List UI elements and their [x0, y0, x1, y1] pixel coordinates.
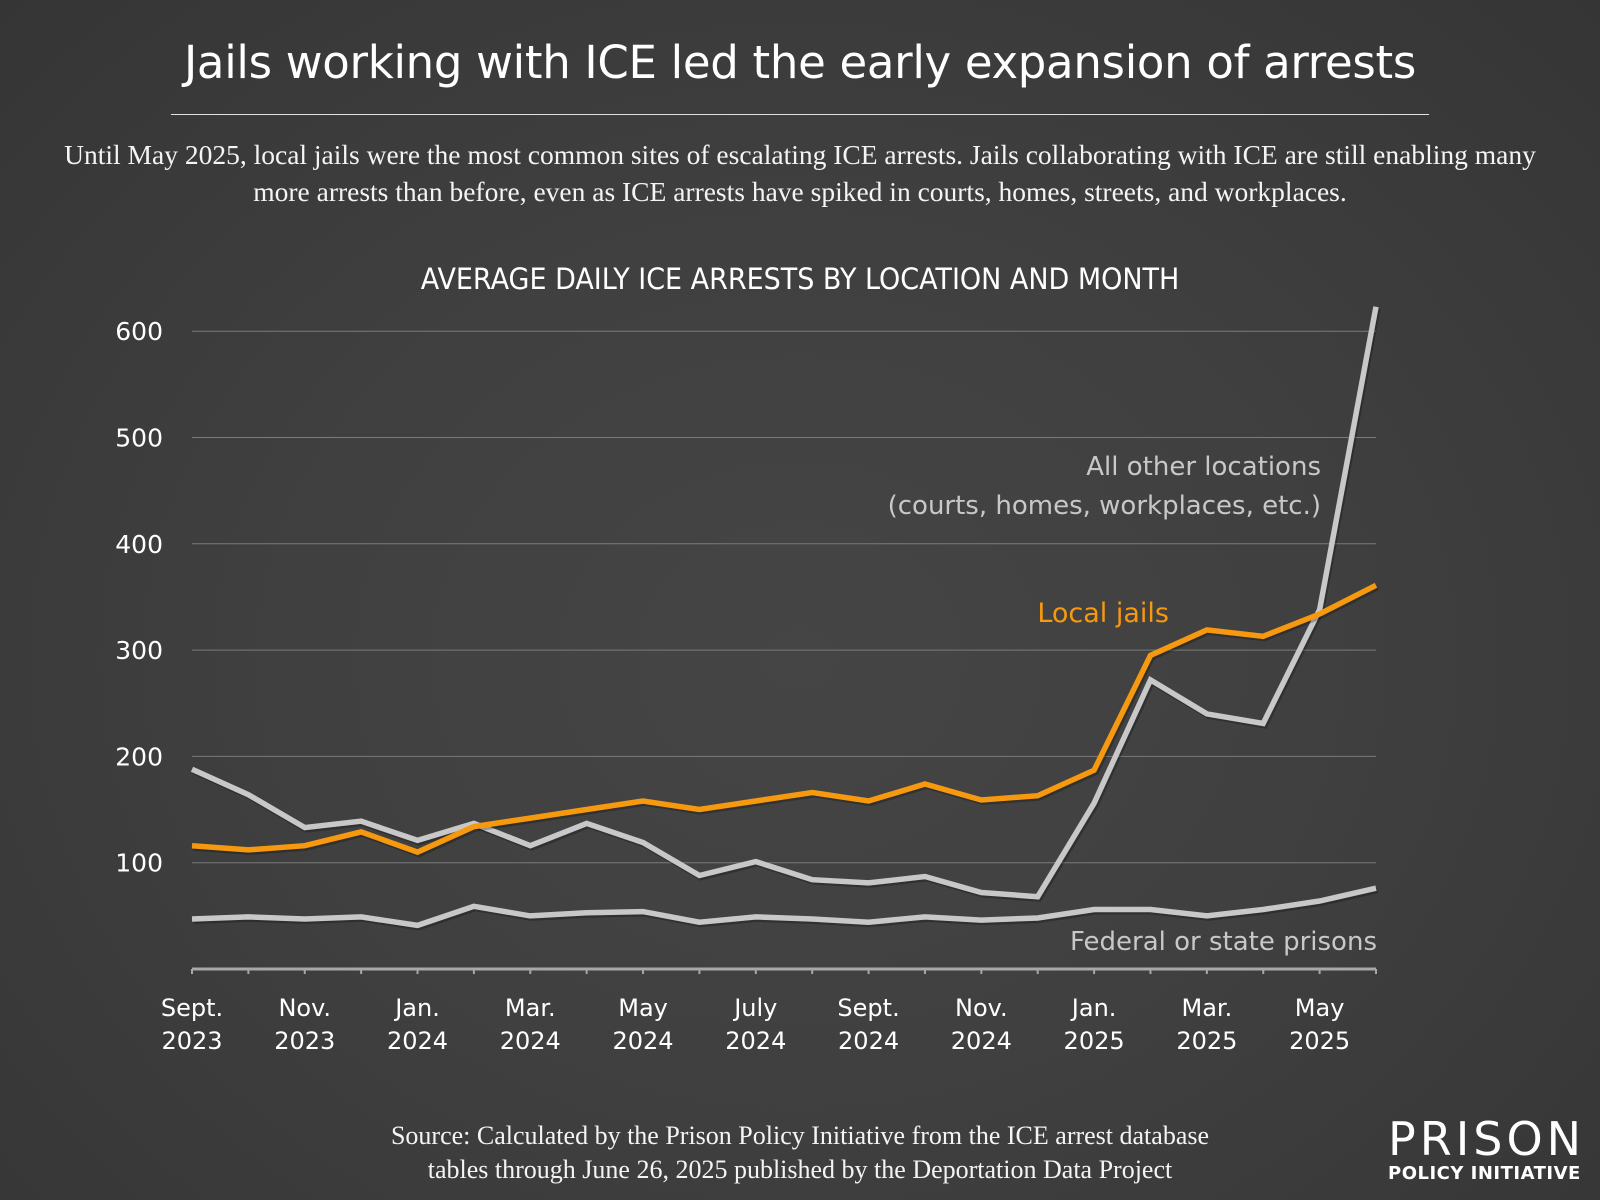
subtitle: Until May 2025, local jails were the mos…	[64, 139, 1536, 207]
series-label-all-other-detail: (courts, homes, workplaces, etc.)	[888, 491, 1321, 521]
x-axis: Sept. 2023 Nov. 2023 Jan. 2024 Mar. 2024 May 2024…	[161, 967, 1377, 1055]
page-title: Jails working with ICE led the early exp…	[183, 36, 1417, 89]
y-tick-label: 500	[115, 424, 163, 453]
x-tick-label-month: Sept.	[161, 994, 223, 1022]
x-tick-label-month: Jan.	[393, 994, 440, 1022]
x-tick-label-month: Sept.	[837, 994, 899, 1022]
chart-title: AVERAGE DAILY ICE ARRESTS BY LOCATION AN…	[420, 262, 1180, 296]
x-tick-label-year: 2024	[387, 1027, 448, 1055]
series-label-all-other: All other locations	[1086, 452, 1321, 482]
x-tick-label-month: Nov.	[278, 994, 331, 1022]
series-label-federal-state-prisons: Federal or state prisons	[1070, 927, 1377, 957]
x-tick-label-month: July	[732, 994, 777, 1022]
y-tick-label: 600	[115, 317, 163, 346]
y-tick-label: 200	[115, 742, 163, 771]
x-tick-label-month: Mar.	[1181, 994, 1232, 1022]
x-tick-label-month: May	[1295, 994, 1345, 1022]
x-tick-label-year: 2024	[951, 1027, 1012, 1055]
x-tick-label-year: 2024	[838, 1027, 899, 1055]
y-tick-label: 100	[115, 849, 163, 878]
x-tick-label-month: Mar.	[505, 994, 556, 1022]
x-tick-label-month: May	[618, 994, 668, 1022]
series-line-all-other-locations	[190, 306, 1379, 900]
gridlines	[192, 330, 1376, 864]
source-line-1: Source: Calculated by the Prison Policy …	[390, 1121, 1210, 1150]
y-axis-ticks: 100 200 300 400 500 600	[115, 317, 163, 878]
source-line-2: tables through June 26, 2025 published b…	[427, 1155, 1173, 1184]
x-tick-label-year: 2025	[1064, 1027, 1125, 1055]
series-line-local-jails	[191, 582, 1378, 856]
x-tick-label-year: 2024	[725, 1027, 786, 1055]
logo-wordmark-bottom: POLICY INITIATIVE	[1388, 1163, 1581, 1184]
x-tick-label-year: 2023	[274, 1027, 335, 1055]
series-line-federal-state-prisons	[191, 885, 1377, 929]
x-tick-label-month: Jan.	[1070, 994, 1117, 1022]
series-line-federal-state-prisons-shadow	[193, 887, 1379, 931]
y-tick-label: 300	[115, 636, 163, 665]
series-lines	[190, 306, 1381, 931]
series-labels: All other locations (courts, homes, work…	[888, 452, 1377, 957]
prison-policy-initiative-logo: PRISON POLICY INITIATIVE	[1388, 1116, 1583, 1184]
series-label-local-jails: Local jails	[1037, 598, 1169, 629]
logo-wordmark-top: PRISON	[1388, 1112, 1586, 1166]
x-tick-label-year: 2025	[1176, 1027, 1237, 1055]
source-note: Source: Calculated by the Prison Policy …	[300, 1119, 1300, 1187]
y-tick-label: 400	[115, 530, 163, 559]
x-tick-label-year: 2024	[500, 1027, 561, 1055]
series-line-all-other-locations-shadow	[192, 308, 1381, 902]
series-line-local-jails-shadow	[193, 584, 1379, 858]
x-tick-label-year: 2025	[1289, 1027, 1350, 1055]
x-tick-label-year: 2023	[161, 1027, 222, 1055]
x-tick-label-month: Nov.	[955, 994, 1008, 1022]
x-tick-label-year: 2024	[613, 1027, 674, 1055]
title-divider	[171, 114, 1429, 115]
